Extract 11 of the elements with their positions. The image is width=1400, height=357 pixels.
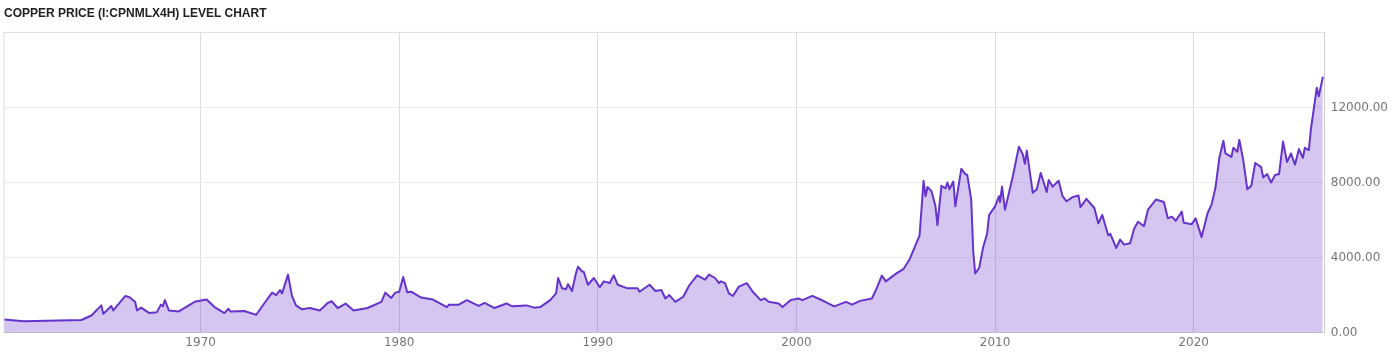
y-tick-label: 0.00: [1330, 324, 1358, 339]
x-tick-label: 2020: [1178, 334, 1209, 349]
x-tick-label: 2010: [979, 334, 1011, 349]
x-tick-label: 1990: [582, 334, 614, 349]
y-tick-label: 4000.00: [1330, 249, 1381, 264]
x-tick-label: 1980: [383, 334, 415, 349]
x-tick-label: 1970: [185, 334, 216, 349]
x-tick-label: 2000: [781, 334, 812, 349]
y-tick-label: 8000.00: [1330, 174, 1381, 189]
y-tick-label: 12000.00: [1330, 99, 1389, 114]
chart-title: COPPER PRICE (I:CPNMLX4H) LEVEL CHART: [4, 5, 268, 20]
